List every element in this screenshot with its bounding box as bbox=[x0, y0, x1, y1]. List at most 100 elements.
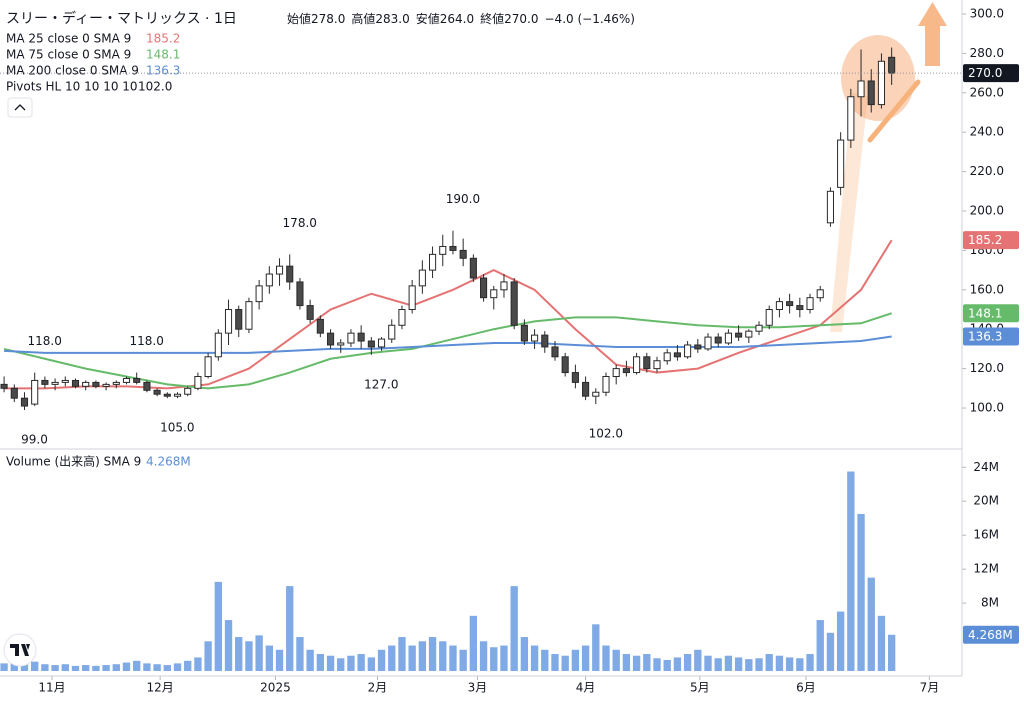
candle-body bbox=[184, 387, 192, 395]
logo-badge bbox=[3, 633, 37, 667]
volume-bar bbox=[163, 665, 171, 671]
volume-bar bbox=[663, 659, 671, 671]
volume-bar bbox=[694, 649, 702, 671]
candle-body bbox=[408, 285, 416, 311]
candle-body bbox=[459, 249, 467, 259]
ma-line bbox=[4, 239, 893, 390]
legend-value: 136.3 bbox=[146, 64, 180, 78]
pivot-label: 102.0 bbox=[589, 427, 623, 441]
candle-body bbox=[337, 342, 345, 346]
y-tick-label: 100.0 bbox=[970, 401, 1004, 415]
collapse-button[interactable] bbox=[7, 97, 33, 118]
candle-body bbox=[235, 309, 243, 330]
candle-body bbox=[469, 257, 477, 279]
x-tick-label: 2025 bbox=[260, 681, 291, 695]
candle-body bbox=[520, 324, 528, 342]
pivot-label: 99.0 bbox=[21, 432, 48, 446]
volume-bar bbox=[755, 658, 763, 671]
volume-bar bbox=[31, 661, 39, 671]
ohlc-label: 安値 bbox=[416, 11, 440, 26]
trend-line bbox=[867, 79, 921, 143]
volume-legend-value: 4.268M bbox=[146, 455, 191, 469]
volume-bar bbox=[673, 657, 682, 671]
candle-body bbox=[745, 330, 753, 338]
volume-bar bbox=[857, 513, 865, 671]
arrow-shaft bbox=[925, 24, 940, 66]
candle-body bbox=[633, 356, 641, 374]
volume-bar bbox=[775, 655, 784, 671]
candle-body bbox=[500, 281, 508, 291]
ma-line bbox=[3, 312, 892, 390]
candle-body bbox=[694, 344, 702, 350]
volume-bar bbox=[510, 586, 518, 671]
candle-body bbox=[326, 332, 335, 346]
price-tag-label: 4.268M bbox=[968, 628, 1013, 642]
volume-bar bbox=[806, 654, 814, 671]
candle-body bbox=[173, 393, 182, 397]
volume-bar bbox=[377, 649, 386, 671]
volume-bar bbox=[683, 654, 692, 671]
volume-bar bbox=[235, 637, 243, 671]
candle-body bbox=[31, 379, 39, 405]
volume-bar bbox=[112, 664, 120, 671]
volume-bar bbox=[541, 649, 549, 671]
candle-body bbox=[51, 381, 59, 385]
legend-name: Pivots HL 10 10 10 10 bbox=[6, 80, 138, 94]
volume-bar bbox=[796, 658, 804, 671]
volume-bar bbox=[826, 632, 835, 671]
ohlc-change: −4.0 (−1.46%) bbox=[545, 12, 636, 26]
legend-name: MA 75 close 0 SMA 9 bbox=[6, 48, 131, 62]
candle-body bbox=[735, 332, 743, 338]
y-tick-label: 240.0 bbox=[970, 125, 1004, 139]
candle-body bbox=[418, 269, 426, 287]
volume-bar bbox=[418, 641, 427, 671]
candle-body bbox=[602, 375, 610, 393]
volume-bar bbox=[714, 658, 722, 671]
volume-bar bbox=[632, 655, 641, 671]
candle-body bbox=[775, 301, 783, 311]
x-tick-label: 7月 bbox=[920, 681, 940, 695]
highlight-band bbox=[830, 92, 868, 332]
candle-body bbox=[194, 375, 202, 389]
pivot-label: 190.0 bbox=[446, 192, 480, 206]
volume-bar bbox=[459, 649, 467, 671]
volume-bar bbox=[41, 664, 49, 671]
candle-body bbox=[275, 265, 284, 275]
annotations bbox=[867, 2, 947, 143]
volume-bar bbox=[296, 637, 304, 671]
volume-bar bbox=[265, 645, 274, 671]
candle-body bbox=[357, 332, 365, 342]
candle-body bbox=[847, 96, 855, 141]
candle-body bbox=[724, 332, 732, 344]
volume-bar bbox=[133, 660, 141, 671]
ohlc-value: 264.0 bbox=[440, 12, 474, 26]
volume-bar bbox=[71, 665, 80, 671]
candle-body bbox=[143, 381, 151, 391]
candle-body bbox=[347, 332, 355, 344]
candle-body bbox=[122, 377, 131, 383]
volume-bar bbox=[836, 611, 845, 671]
volume-bar bbox=[245, 641, 253, 671]
candle-body bbox=[796, 305, 804, 311]
ohlc-value: 283.0 bbox=[375, 12, 409, 26]
volume-bar bbox=[0, 663, 8, 671]
candle-body bbox=[61, 379, 69, 383]
price-tag-label: 148.1 bbox=[968, 306, 1002, 320]
volume-bar bbox=[275, 649, 284, 671]
candle-body bbox=[663, 352, 671, 362]
volume-bar bbox=[877, 615, 886, 671]
volume-bar bbox=[734, 657, 743, 671]
volume-bar bbox=[306, 649, 314, 671]
candle-body bbox=[296, 281, 304, 307]
x-tick-label: 3月 bbox=[468, 681, 488, 695]
candle-body bbox=[480, 277, 488, 299]
x-tick-label: 12月 bbox=[147, 681, 174, 695]
ohlc-value: 278.0 bbox=[311, 12, 345, 26]
volume-bar bbox=[408, 645, 416, 671]
volume-bar bbox=[61, 664, 69, 671]
candle-body bbox=[541, 334, 549, 348]
candle-body bbox=[102, 383, 110, 387]
volume-y-tick-label: 8M bbox=[981, 596, 999, 610]
pivot-label: 118.0 bbox=[130, 334, 164, 348]
